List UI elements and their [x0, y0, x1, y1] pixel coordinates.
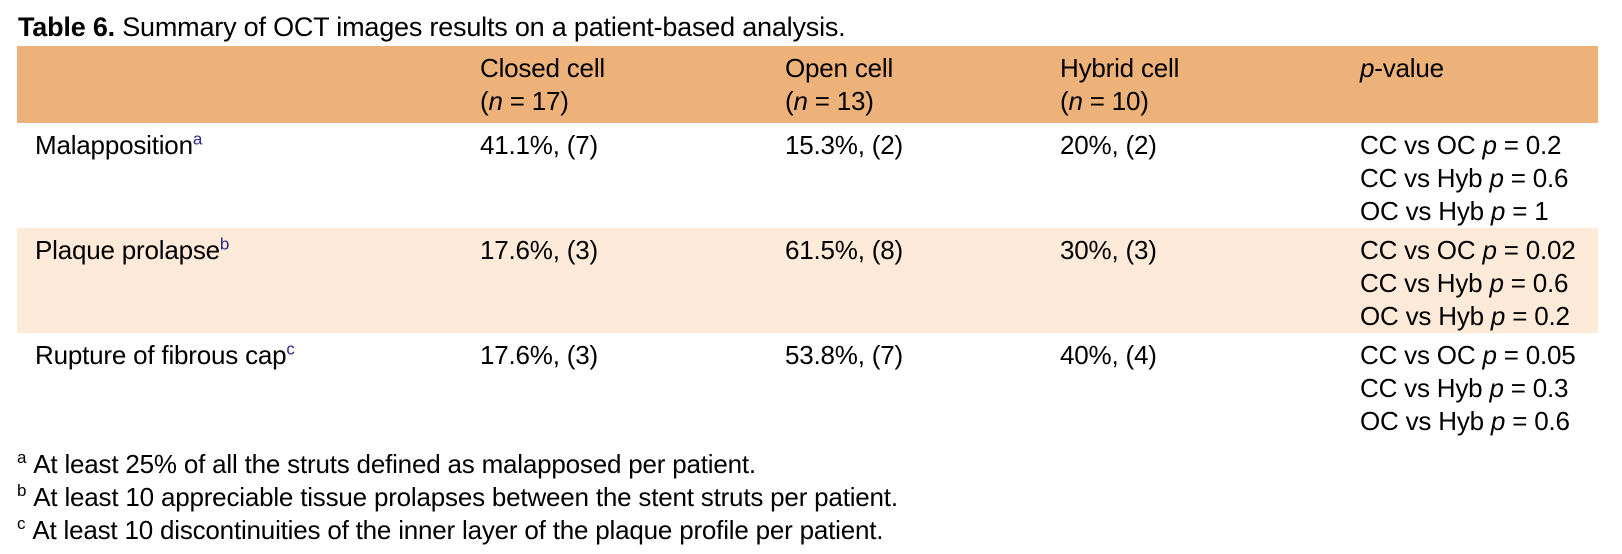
cell-malapposition-open: 15.3%, (2)	[785, 130, 903, 160]
col-header-empty	[17, 46, 462, 123]
p-value-line: OC vs Hyb p = 0.2	[1360, 301, 1570, 331]
p-value-line: CC vs OC p = 0.2	[1360, 130, 1562, 160]
footnote-marker-c: c	[286, 339, 295, 359]
header-row: Closed cell (n = 17) Open cell (n = 13) …	[17, 46, 1598, 123]
footnote-a-text: At least 25% of all the struts defined a…	[33, 449, 756, 479]
col-header-hybrid-cell-count: (n = 10)	[1060, 86, 1149, 116]
table-caption-label: Table 6.	[18, 12, 115, 42]
cell-plaque-prolapse-pvalues: CC vs OC p = 0.02 CC vs Hyb p = 0.6 OC v…	[1342, 228, 1598, 333]
cell-plaque-prolapse-open: 61.5%, (8)	[785, 235, 903, 265]
footnotes: a At least 25% of all the struts defined …	[17, 448, 1622, 547]
cell-rupture-closed: 17.6%, (3)	[480, 340, 598, 370]
footnote-b: b At least 10 appreciable tissue prolapse…	[17, 481, 1622, 514]
col-header-open-cell-title: Open cell	[785, 53, 894, 83]
col-header-closed-cell-count: (n = 17)	[480, 86, 569, 116]
footnote-c: c At least 10 discontinuities of the inne…	[17, 514, 1622, 547]
footnote-c-marker: c	[17, 514, 26, 534]
p-value-line: CC vs Hyb p = 0.6	[1360, 163, 1569, 193]
cell-rupture-pvalues: CC vs OC p = 0.05 CC vs Hyb p = 0.3 OC v…	[1342, 333, 1598, 438]
col-header-open-cell-count: (n = 13)	[785, 86, 874, 116]
footnote-b-text: At least 10 appreciable tissue prolapses…	[33, 482, 898, 512]
table-caption: Table 6. Summary of OCT images results o…	[18, 12, 1622, 43]
col-header-closed-cell-title: Closed cell	[480, 53, 605, 83]
row-label-rupture-fibrous-cap: Rupture of fibrous capc	[35, 339, 295, 370]
cell-rupture-hybrid: 40%, (4)	[1060, 340, 1157, 370]
footnote-a: a At least 25% of all the struts defined …	[17, 448, 1622, 481]
p-value-line: OC vs Hyb p = 0.6	[1360, 406, 1570, 436]
col-header-open-cell: Open cell (n = 13)	[767, 46, 1042, 123]
p-value-line: CC vs OC p = 0.02	[1360, 235, 1576, 265]
cell-malapposition-pvalues: CC vs OC p = 0.2 CC vs Hyb p = 0.6 OC vs…	[1342, 123, 1598, 228]
oct-results-table: Closed cell (n = 17) Open cell (n = 13) …	[17, 46, 1598, 438]
p-value-line: CC vs OC p = 0.05	[1360, 340, 1576, 370]
footnote-marker-b: b	[219, 234, 230, 254]
cell-plaque-prolapse-closed: 17.6%, (3)	[480, 235, 598, 265]
footnote-marker-a: a	[192, 129, 203, 149]
row-label-plaque-prolapse: Plaque prolapseb	[35, 234, 230, 265]
col-header-hybrid-cell-title: Hybrid cell	[1060, 53, 1180, 83]
footnote-b-marker: b	[17, 481, 27, 501]
p-value-line: CC vs Hyb p = 0.3	[1360, 373, 1569, 403]
p-value-line: OC vs Hyb p = 1	[1360, 196, 1549, 226]
table-caption-text: Summary of OCT images results on a patie…	[122, 12, 846, 42]
row-label-malapposition: Malappositiona	[35, 129, 203, 160]
col-header-hybrid-cell: Hybrid cell (n = 10)	[1042, 46, 1342, 123]
col-header-p-value: p-value	[1342, 46, 1598, 123]
cell-malapposition-hybrid: 20%, (2)	[1060, 130, 1157, 160]
footnote-c-text: At least 10 discontinuities of the inner…	[32, 515, 884, 545]
table-row-rupture-fibrous-cap: Rupture of fibrous capc 17.6%, (3) 53.8%…	[17, 333, 1598, 438]
table-row-plaque-prolapse: Plaque prolapseb 17.6%, (3) 61.5%, (8) 3…	[17, 228, 1598, 333]
footnote-a-marker: a	[17, 448, 27, 468]
cell-rupture-open: 53.8%, (7)	[785, 340, 903, 370]
cell-plaque-prolapse-hybrid: 30%, (3)	[1060, 235, 1157, 265]
p-value-line: CC vs Hyb p = 0.6	[1360, 268, 1569, 298]
col-header-p-value-title: p-value	[1360, 53, 1444, 83]
cell-malapposition-closed: 41.1%, (7)	[480, 130, 598, 160]
table-row-malapposition: Malappositiona 41.1%, (7) 15.3%, (2) 20%…	[17, 123, 1598, 228]
col-header-closed-cell: Closed cell (n = 17)	[462, 46, 767, 123]
